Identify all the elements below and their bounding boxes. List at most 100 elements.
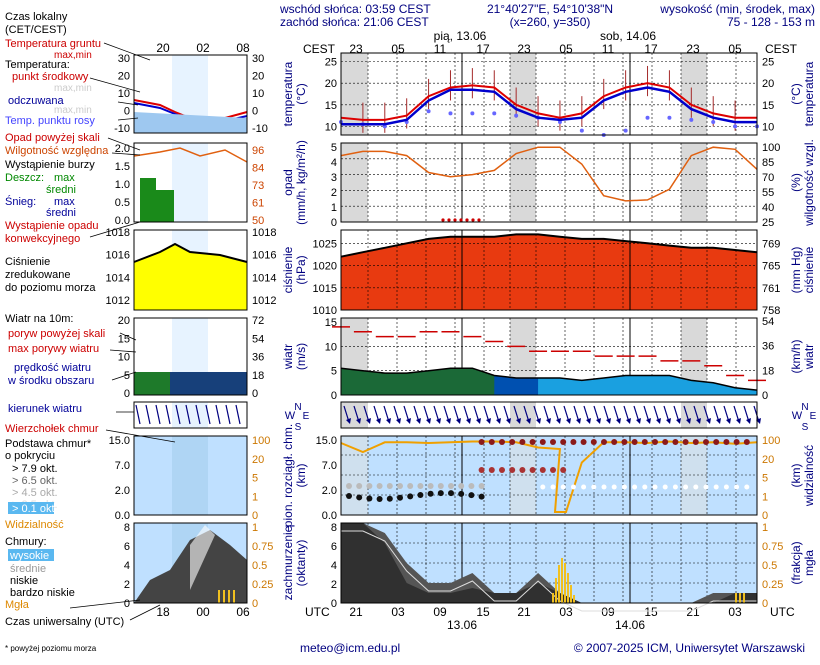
legend-dew: Temp. punktu rosy [5, 115, 95, 127]
cloud-tip-dot [652, 439, 658, 445]
precip-ltick-1: 4 [331, 157, 337, 169]
sunrise-text: wschód słońca: 03:59 CEST [279, 2, 431, 16]
cloud-tip-dot [529, 439, 536, 445]
legend-rain-max: max [54, 172, 75, 184]
cloud-base-dot-white [611, 484, 617, 490]
compass-e-R: E [810, 411, 817, 422]
temp-unit: (°C) [294, 83, 308, 104]
cloud-tip-dot [703, 439, 709, 445]
legend-snow-mean: średni [46, 207, 76, 219]
legend-soil: Temperatura gruntu [5, 38, 101, 50]
wind-rtick-0: 54 [762, 316, 774, 328]
wind-arrowhead [566, 418, 571, 424]
legend-temp-rtick-1: 20 [252, 71, 264, 83]
legend-cover-white [190, 525, 215, 590]
felt-temp-line [341, 86, 757, 126]
wind-arrowhead [436, 418, 441, 424]
temp-ltick-0: 25 [325, 57, 337, 69]
legend-wind-area-green [134, 372, 170, 395]
vis-rtick-1: 20 [762, 454, 774, 466]
legend-temp-ltick-4: -10 [114, 123, 130, 135]
legend-wind-ltick-2: 10 [118, 352, 130, 364]
bottom-hour-9: 03 [728, 605, 742, 619]
cover-ltick-4: 0 [331, 598, 337, 610]
cloud-base-dot [346, 493, 352, 499]
fog-bar [564, 563, 566, 603]
cloud-tip-dot [672, 439, 679, 445]
compass-n-R: N [801, 402, 808, 413]
legend-press-ltick-0: 1018 [106, 227, 130, 239]
legend-temp-felt-sub: max,min [54, 105, 92, 116]
cloud-tip-dot [692, 439, 699, 445]
press-ltick-3: 1010 [313, 305, 337, 317]
cloud-tip-dot [631, 439, 638, 445]
temp-night-2 [681, 53, 707, 135]
cloud-base-dot-grey [437, 483, 444, 489]
legend-cloud-tick-0: 15.0 [109, 435, 130, 447]
legend-column: Czas lokalny (CET/CEST) Temperatura grun… [5, 11, 124, 653]
precip-night-1 [510, 143, 536, 222]
wind-arrowhead [386, 418, 391, 424]
conv-precip-dot [477, 218, 481, 222]
wind-arrowhead [656, 418, 661, 424]
legend-high-bg [8, 549, 54, 561]
legend-bottom-hour-1: 00 [196, 605, 210, 619]
wind-arrowhead [506, 418, 511, 424]
wind-arrowhead [346, 418, 351, 424]
wind-ltick-3: 0 [331, 390, 337, 402]
legend-hum-tick-4: 50 [252, 215, 264, 227]
legend-leader-13 [129, 604, 161, 621]
cloud-tip-dot [713, 439, 720, 445]
bottom-hour-4: 21 [517, 605, 531, 619]
cloud-base-dot [468, 492, 475, 499]
wind-arrowhead [376, 418, 381, 424]
legend-precip-tick-3: 0.5 [115, 197, 130, 209]
precip-ltick-5: 0 [331, 217, 337, 229]
hum-rlabel1: (%) [789, 173, 803, 192]
cloud-panel: 15.0 7.0 2.0 0.0 100 20 5 1 0 pion. rozciągł. chm… [281, 424, 816, 527]
temp-rtick-0: 25 [762, 57, 774, 69]
legend-cloud-tick-1: 7.0 [115, 460, 130, 472]
legend-hum-tick-1: 84 [252, 163, 264, 175]
legend-leader-5 [111, 152, 141, 156]
vis-rlabel1: (km) [789, 464, 803, 488]
cover-label1: zachmurzenie [281, 525, 295, 600]
cover-ltick-0: 8 [331, 522, 337, 534]
legend-panel-night-4 [172, 402, 208, 428]
dew-point [426, 109, 431, 114]
conv-precip-dot [471, 218, 475, 222]
frac-rtick-2: 0.5 [762, 560, 777, 572]
cloud-tip-dot [682, 439, 689, 445]
legend-panel-border-5 [133, 435, 248, 516]
temp-rlabel2: temperatura [802, 61, 816, 126]
cloud-base-dot [448, 490, 454, 497]
precip-panel: 5 4 3 2 1 0 100 85 70 55 40 25 opad (mm/h, kg/m²/h) (%… [281, 139, 816, 229]
legend-vis-tick-2: 5 [252, 473, 258, 485]
cloud-base-dot [356, 494, 363, 501]
elevation-label: wysokość (min, środek, max) [659, 2, 815, 16]
cloud-base-dot-red [560, 467, 567, 473]
day1-label: pią, 13.06 [434, 29, 487, 43]
legend-wind-rtick-2: 36 [252, 352, 264, 364]
footer-email[interactable]: meteo@icm.edu.pl [300, 641, 400, 655]
cloud-tip-dot [733, 439, 740, 445]
temp-border [340, 52, 758, 136]
legend-wind-arrow [195, 404, 201, 425]
legend-leader-11 [105, 429, 176, 443]
legend-press3: do poziomu morza [5, 282, 96, 294]
legend-rain-bars [140, 178, 156, 222]
hum-rlabel2: wilgotność wzgl. [802, 139, 816, 227]
wind-arrowhead [476, 418, 481, 424]
legend-snow: Śnieg: [5, 195, 36, 208]
wind-arrowhead [396, 418, 401, 424]
legend-temp-ltick-0: 30 [118, 53, 130, 65]
legend-panel-night-5 [172, 436, 208, 515]
legend-temp-mid: punkt środkowy [12, 71, 89, 83]
wind-arrowhead [496, 418, 501, 424]
legend-hum-tick-0: 96 [252, 145, 264, 157]
legend-fog-bar [223, 590, 225, 603]
fog-bar [561, 558, 563, 603]
legend-precip-tick-2: 1.0 [115, 179, 130, 191]
cloud-base-dot-white [693, 484, 699, 490]
